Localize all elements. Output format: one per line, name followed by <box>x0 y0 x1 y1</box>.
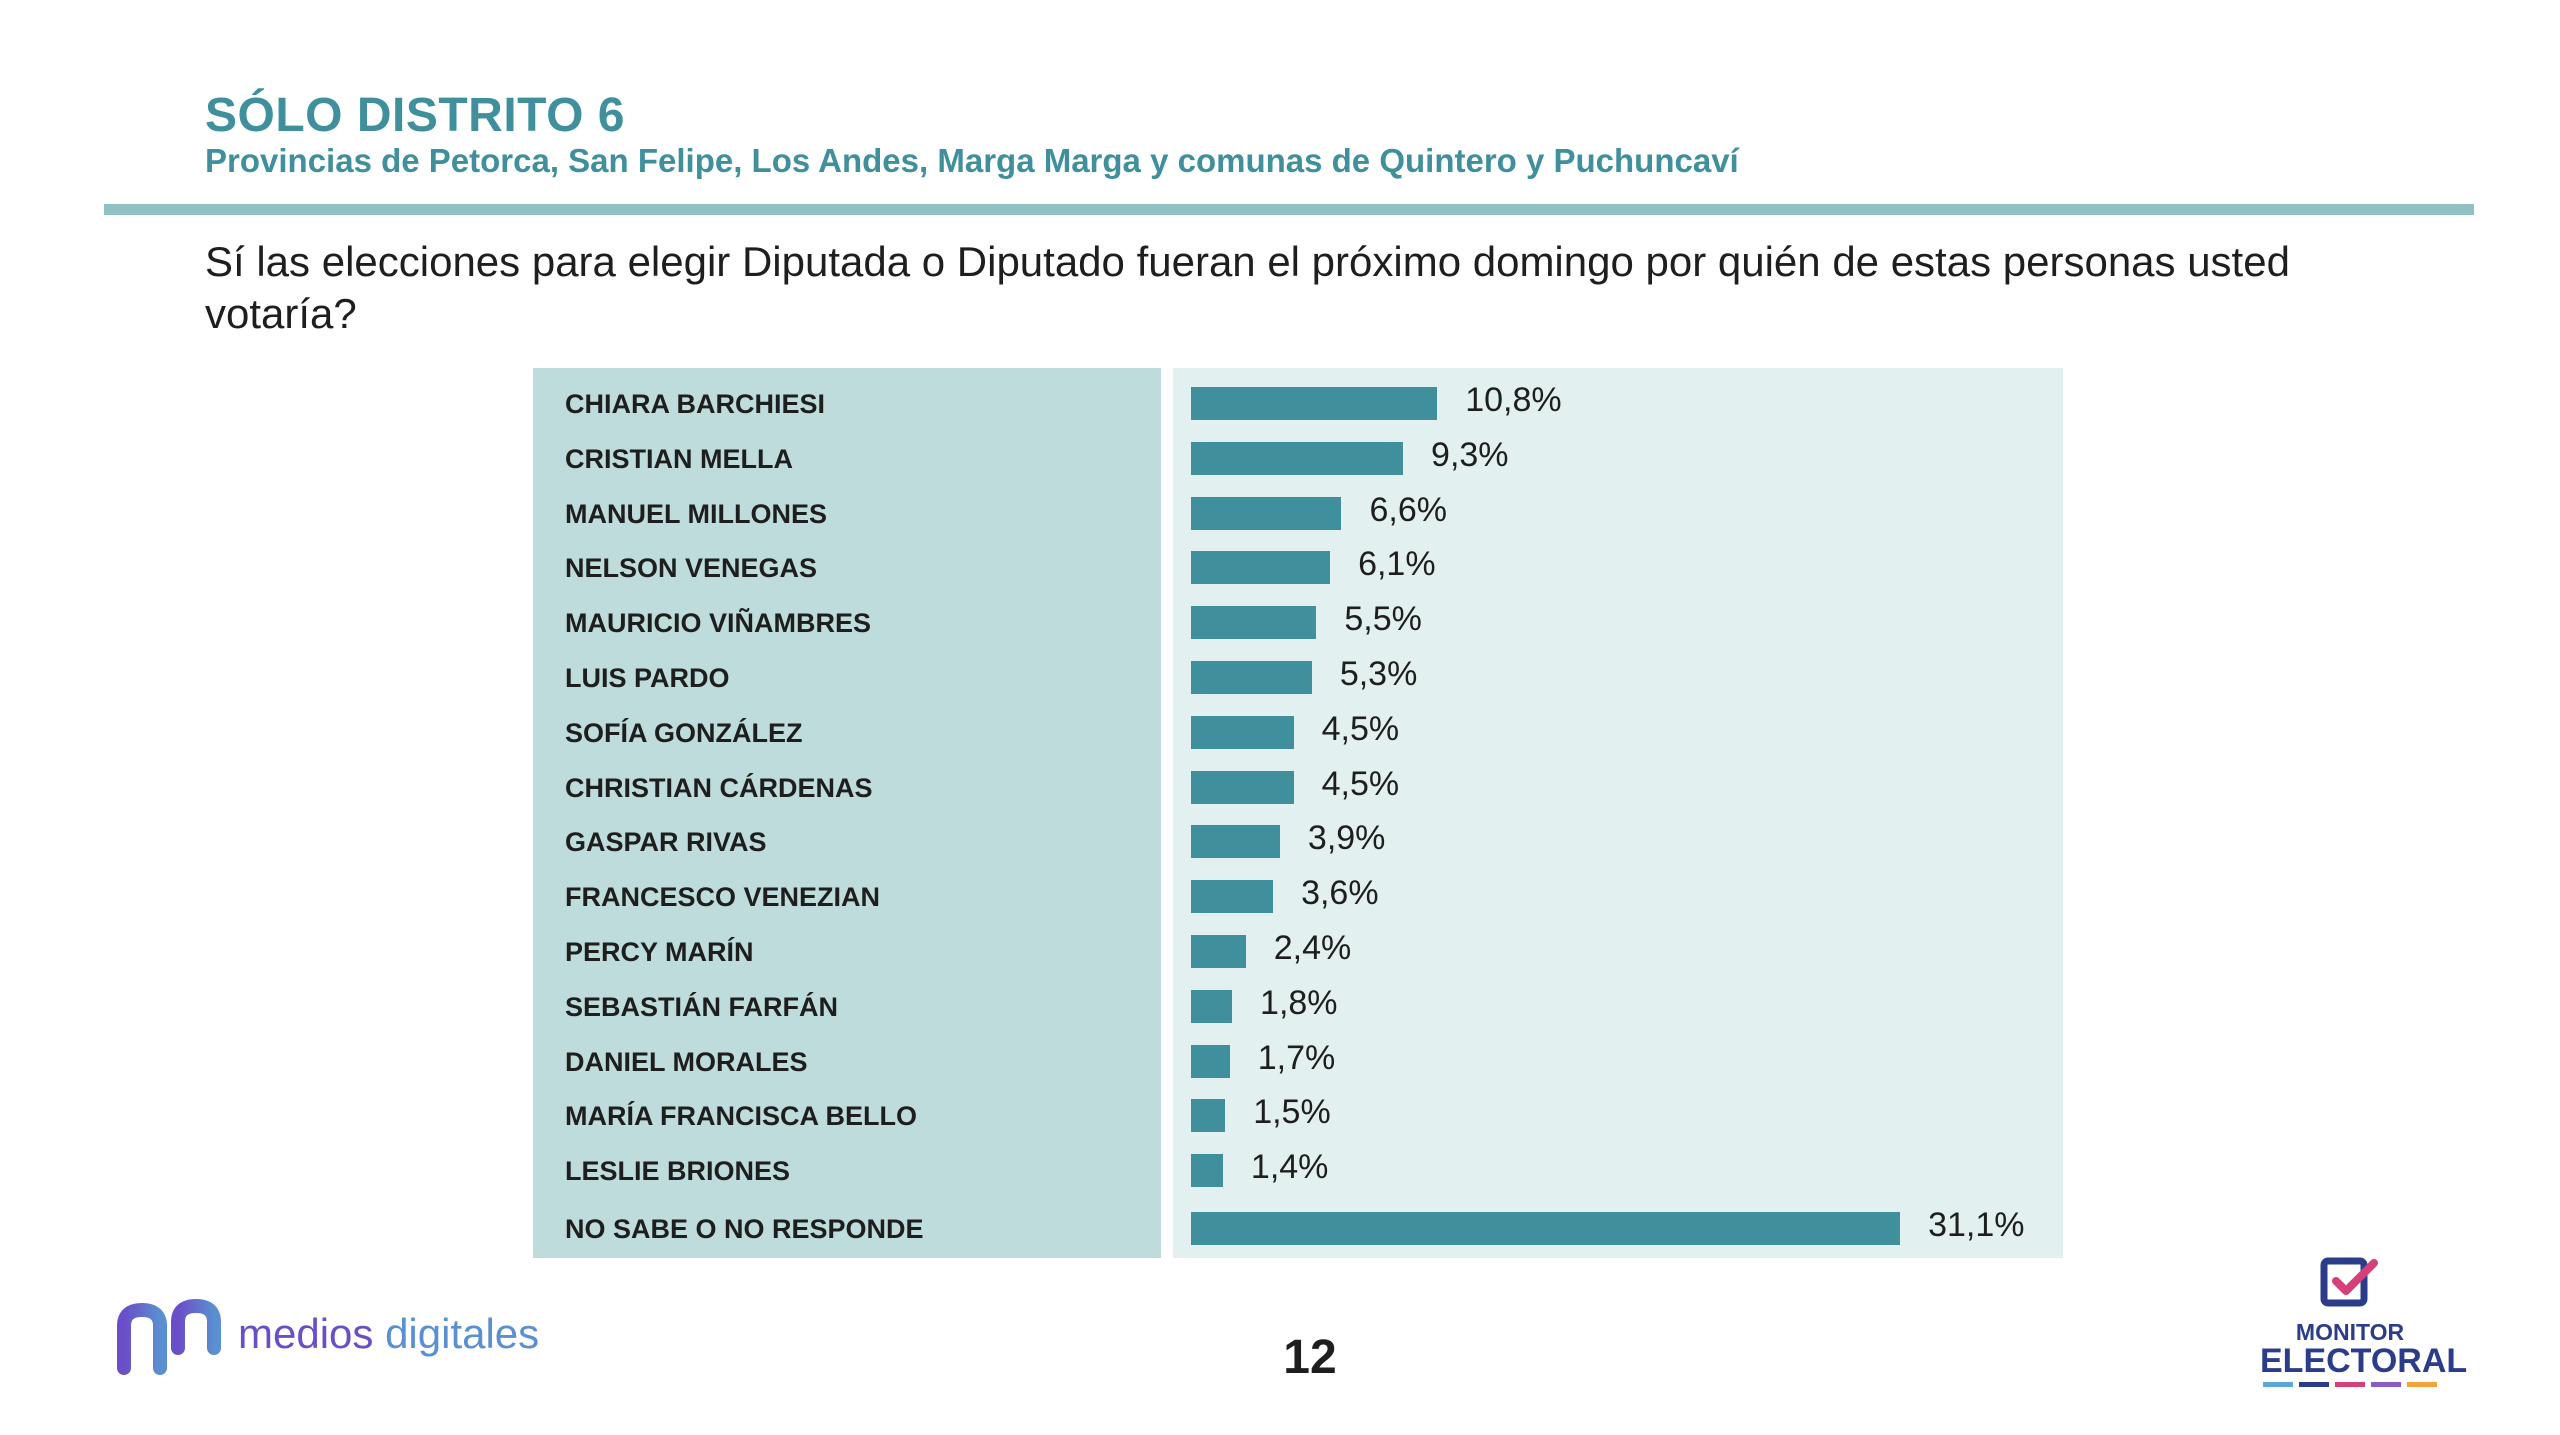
brand-left-part1: medios <box>238 1310 386 1357</box>
category-label: LUIS PARDO <box>565 663 730 693</box>
category-label: MANUEL MILLONES <box>565 498 827 529</box>
ballot-check-icon <box>2320 1257 2378 1307</box>
value-label: 4,5% <box>1321 709 1400 748</box>
category-label: MAURICIO VIÑAMBRES <box>565 608 872 639</box>
category-label: CHIARA BARCHIESI <box>565 389 826 419</box>
category-label: LESLIE BRIONES <box>565 1156 791 1187</box>
category-label: SEBASTIÁN FARFÁN <box>565 991 839 1022</box>
bar <box>1191 387 1438 420</box>
chart-label-panel <box>533 368 1161 1258</box>
page-number: 12 <box>1283 1331 1337 1384</box>
medios-digitales-logo <box>116 1296 226 1381</box>
value-label: 1,5% <box>1253 1093 1331 1132</box>
bar <box>1191 880 1274 914</box>
bar <box>1191 1099 1226 1133</box>
survey-question: Sí las elecciones para elegir Diputada o… <box>205 238 2290 337</box>
value-label: 3,6% <box>1301 874 1379 913</box>
monitor-label: MONITOR <box>2295 1319 2405 1345</box>
value-label: 5,5% <box>1344 600 1422 639</box>
bar <box>1191 1212 1901 1245</box>
value-label: 10,8% <box>1465 381 1562 419</box>
brand-left-part2: digitales <box>385 1310 540 1357</box>
bar <box>1191 551 1331 585</box>
value-label: 1,8% <box>1260 983 1338 1022</box>
category-label: MARÍA FRANCISCA BELLO <box>565 1101 917 1132</box>
category-label: GASPAR RIVAS <box>565 827 767 858</box>
value-label: 5,3% <box>1339 655 1418 693</box>
slide-subtitle: Provincias de Petorca, San Felipe, Los A… <box>205 142 1739 179</box>
header-divider <box>104 204 2474 215</box>
bar <box>1191 935 1246 968</box>
bar <box>1191 989 1233 1023</box>
category-label: CRISTIAN MELLA <box>565 443 793 474</box>
bar <box>1191 715 1294 749</box>
category-label: DANIEL MORALES <box>565 1046 808 1077</box>
value-label: 2,4% <box>1273 929 1352 967</box>
electoral-label: ELECTORAL <box>2260 1342 2468 1380</box>
category-label: CHRISTIAN CÁRDENAS <box>565 772 873 803</box>
value-label: 6,1% <box>1358 545 1436 584</box>
bar <box>1191 825 1280 859</box>
category-label: NO SABE O NO RESPONDE <box>565 1214 924 1244</box>
category-label: FRANCESCO VENEZIAN <box>565 882 881 913</box>
value-label: 1,4% <box>1250 1148 1329 1187</box>
value-label: 31,1% <box>1928 1206 2025 1244</box>
category-label: NELSON VENEGAS <box>565 553 818 584</box>
value-label: 6,6% <box>1369 490 1447 529</box>
value-label: 4,5% <box>1321 764 1400 803</box>
bar <box>1191 606 1317 640</box>
bar <box>1191 1154 1223 1188</box>
medios-digitales-icon <box>117 1298 221 1375</box>
value-label: 1,7% <box>1257 1038 1336 1077</box>
bar <box>1191 441 1404 475</box>
monitor-electoral-logo: MONITOR ELECTORAL <box>2260 1255 2468 1387</box>
color-dashes <box>2260 1382 2440 1387</box>
value-label: 3,9% <box>1307 819 1386 858</box>
bar <box>1191 770 1294 804</box>
category-label: PERCY MARÍN <box>565 937 754 967</box>
bar <box>1191 496 1342 530</box>
bar <box>1191 661 1312 694</box>
slide-title: SÓLO DISTRITO 6 <box>205 89 625 142</box>
category-label: SOFÍA GONZÁLEZ <box>565 717 803 748</box>
bar <box>1191 1044 1230 1078</box>
medios-digitales-wordmark: medios digitales <box>238 1310 539 1358</box>
value-label: 9,3% <box>1431 435 1509 474</box>
